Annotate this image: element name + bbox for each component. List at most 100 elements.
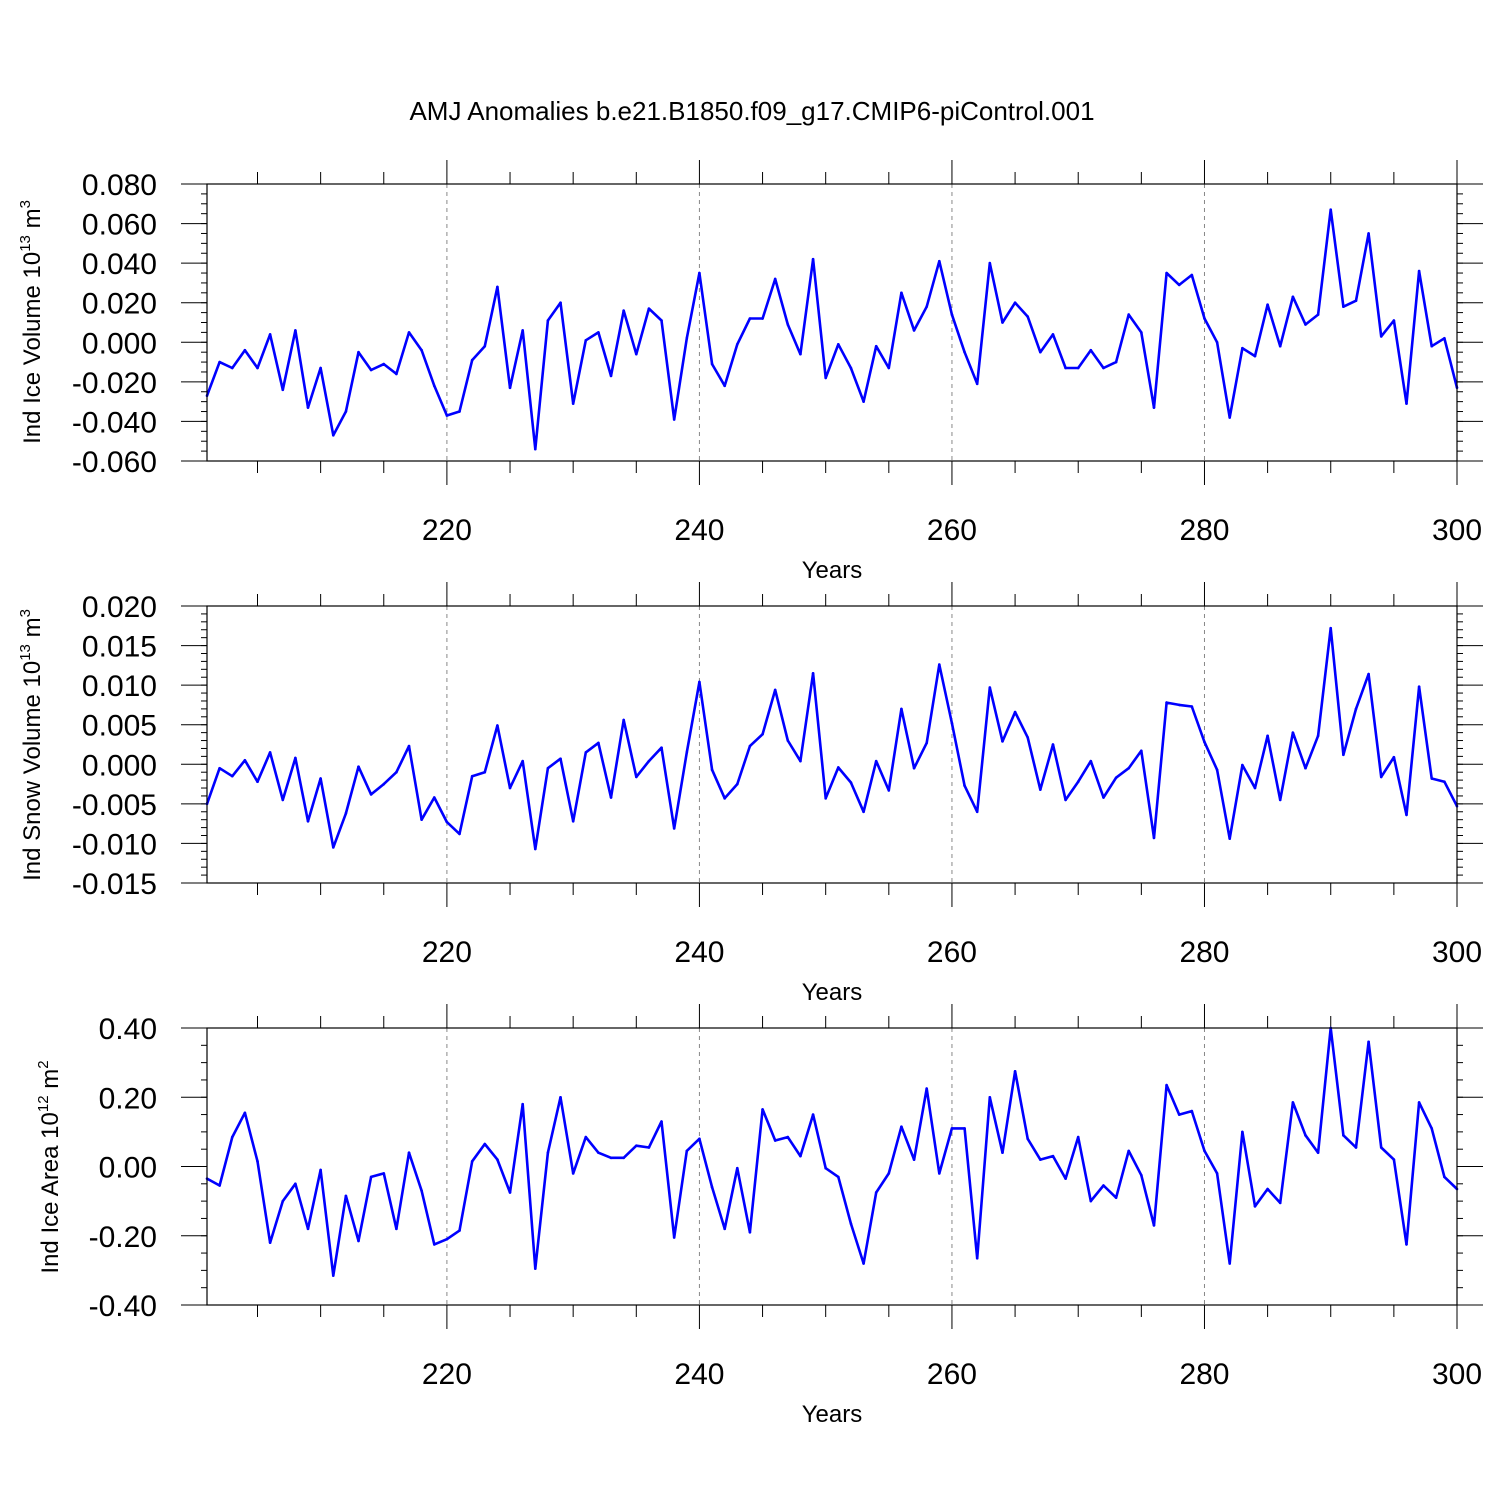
data-point xyxy=(660,746,663,749)
data-point xyxy=(647,307,651,310)
data-point xyxy=(736,342,739,346)
data-point xyxy=(1089,759,1093,763)
data-point xyxy=(634,775,638,779)
panel-ind-ice-area: Years Ind Ice Area 1012 m2 -0.40 -0.20 0.0… xyxy=(35,1004,1483,1428)
data-point xyxy=(1076,780,1080,783)
data-point xyxy=(1367,232,1370,235)
data-point xyxy=(268,333,272,336)
y-axis-label: Ind Snow Volume 1013 m3 xyxy=(17,609,46,881)
data-point xyxy=(268,751,272,754)
x-tick-label: 300 xyxy=(1432,1358,1482,1391)
data-point xyxy=(761,732,764,736)
y-tick-label: 0.020 xyxy=(82,288,157,321)
data-point xyxy=(571,819,575,823)
data-point xyxy=(1228,416,1232,419)
data-point xyxy=(811,671,815,675)
data-point xyxy=(925,305,928,308)
data-point xyxy=(546,1151,550,1154)
data-point xyxy=(597,1151,600,1154)
data-point xyxy=(218,766,221,770)
data-point xyxy=(1127,1149,1131,1153)
data-point xyxy=(268,1241,272,1244)
data-point xyxy=(1354,707,1358,711)
x-tick-label: 260 xyxy=(927,1358,977,1391)
data-point xyxy=(874,1191,878,1194)
data-point xyxy=(1342,753,1345,757)
data-point xyxy=(521,1102,524,1106)
data-point xyxy=(824,797,827,800)
y-axis-label: Ind Ice Volume 1013 m3 xyxy=(17,200,46,444)
data-point xyxy=(1203,317,1206,320)
data-point xyxy=(710,1185,714,1189)
data-point xyxy=(1013,710,1017,714)
data-point xyxy=(407,1151,411,1154)
data-point xyxy=(584,751,588,754)
data-point xyxy=(1443,337,1446,340)
data-point xyxy=(837,766,840,769)
data-point xyxy=(786,323,790,326)
data-point xyxy=(1051,333,1055,336)
data-point xyxy=(533,447,537,451)
data-point xyxy=(458,410,461,413)
data-point xyxy=(1102,796,1105,799)
data-point xyxy=(1165,271,1168,275)
data-point xyxy=(533,1267,537,1270)
data-point xyxy=(748,317,752,320)
data-point xyxy=(521,329,524,332)
y-tick-label: -0.040 xyxy=(72,406,157,439)
data-point xyxy=(344,410,348,413)
data-point xyxy=(294,329,297,332)
data-point xyxy=(1430,777,1434,780)
data-point xyxy=(1304,766,1307,770)
data-point xyxy=(938,259,941,263)
data-point xyxy=(1026,315,1030,318)
data-point xyxy=(1392,755,1396,759)
data-point xyxy=(887,366,891,370)
data-point xyxy=(230,774,234,778)
data-point xyxy=(685,337,689,340)
data-point xyxy=(1379,335,1383,338)
data-point xyxy=(508,1191,512,1194)
data-point xyxy=(1241,346,1244,350)
data-point xyxy=(1329,208,1333,212)
data-point xyxy=(1215,1172,1219,1175)
data-point xyxy=(761,317,764,320)
data-point xyxy=(319,366,322,370)
y-tick-label: 0.010 xyxy=(82,670,157,703)
data-point xyxy=(748,1230,752,1234)
data-point xyxy=(1001,740,1004,743)
x-tick-label: 280 xyxy=(1179,936,1229,969)
data-point xyxy=(900,1125,903,1128)
data-point xyxy=(496,1158,499,1161)
data-point xyxy=(685,751,689,754)
data-point xyxy=(432,796,436,799)
data-point xyxy=(1114,776,1118,780)
data-point xyxy=(1064,366,1067,370)
y-tick-label: 0.060 xyxy=(82,209,157,242)
data-point xyxy=(1253,1205,1257,1208)
data-point xyxy=(420,348,423,352)
y-tick-label: -0.010 xyxy=(72,828,157,861)
data-point xyxy=(1114,1196,1118,1199)
data-point xyxy=(1342,305,1345,308)
data-point xyxy=(1379,1146,1383,1149)
y-tick-label: -0.005 xyxy=(72,789,157,822)
x-tick-label: 220 xyxy=(422,1358,472,1391)
y-tick-label: -0.020 xyxy=(72,367,157,400)
data-point xyxy=(496,285,499,289)
data-point xyxy=(281,1199,285,1203)
data-point xyxy=(230,1135,234,1139)
data-point xyxy=(1051,1154,1055,1158)
data-point xyxy=(243,759,247,762)
data-point xyxy=(1278,798,1282,802)
y-tick-label: 0.080 xyxy=(82,169,157,202)
data-point xyxy=(1367,1040,1370,1044)
data-point xyxy=(698,680,701,684)
series-line xyxy=(205,626,1459,851)
data-point xyxy=(1089,1199,1093,1203)
data-point xyxy=(470,358,474,362)
data-point xyxy=(1266,1187,1269,1191)
data-point xyxy=(698,1137,701,1141)
series-line xyxy=(205,208,1459,451)
